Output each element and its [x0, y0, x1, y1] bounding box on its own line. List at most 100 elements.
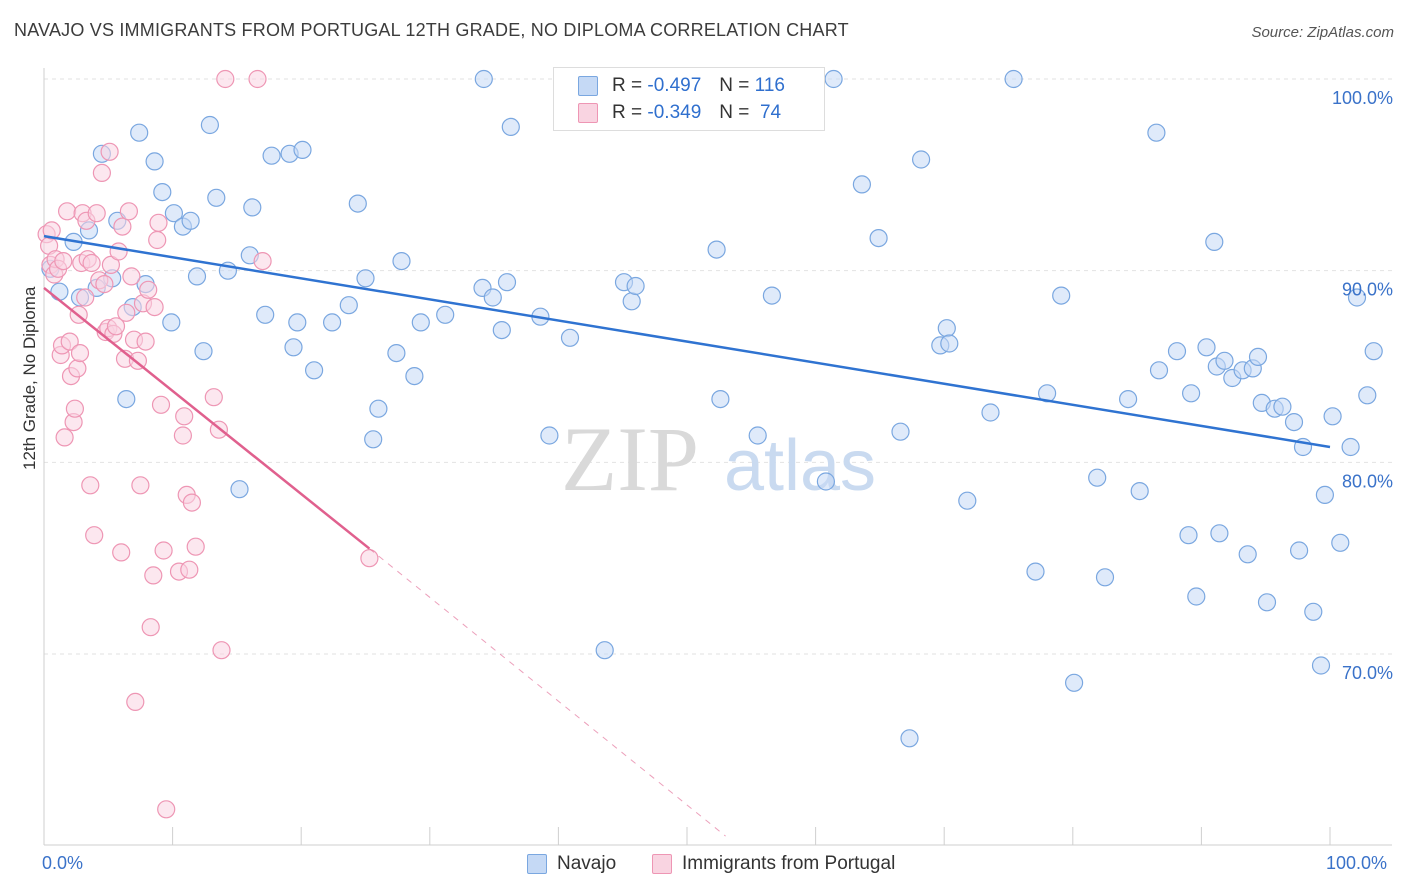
navajo-point	[501, 117, 520, 137]
bottom-legend-label-portugal: Immigrants from Portugal	[682, 853, 896, 874]
navajo-point	[339, 296, 358, 315]
navajo-point	[256, 305, 275, 324]
navajo-point	[369, 399, 388, 418]
portugal-point	[68, 359, 87, 378]
navajo-point	[230, 480, 249, 499]
legend-n-value-navajo: 116	[754, 75, 785, 96]
navajo-point	[387, 344, 406, 363]
portugal-point	[109, 242, 128, 261]
navajo-point	[284, 338, 303, 357]
axes	[43, 68, 1392, 846]
navajo-point	[1315, 485, 1335, 504]
portugal-point	[82, 253, 101, 273]
navajo-point	[323, 313, 342, 332]
portugal-point	[119, 202, 138, 221]
portugal-point	[54, 252, 73, 271]
navajo-point	[497, 273, 517, 292]
navajo-point	[356, 269, 375, 288]
navajo-point	[1331, 533, 1350, 552]
portugal-point	[175, 407, 194, 426]
portugal-point	[186, 537, 205, 556]
legend-swatch-portugal	[578, 103, 598, 123]
portugal-point	[151, 395, 171, 414]
navajo-point	[981, 403, 1000, 422]
navajo-point	[305, 361, 324, 380]
navajo-point	[937, 319, 956, 338]
navajo-point	[1311, 656, 1331, 675]
portugal-point	[180, 560, 199, 579]
navajo-point	[626, 276, 645, 296]
navajo-point	[492, 321, 511, 340]
navajo-point	[1341, 437, 1360, 457]
navajo-point	[50, 282, 69, 301]
navajo-point	[1149, 361, 1169, 380]
navajo-point	[1238, 545, 1257, 564]
portugal-point	[101, 255, 121, 274]
series-navajo-points	[41, 69, 1383, 748]
y-tick-label: 100.0%	[1332, 88, 1393, 108]
navajo-point	[364, 430, 383, 449]
navajo-point	[1088, 468, 1107, 487]
navajo-point	[891, 422, 910, 441]
portugal-point	[212, 641, 231, 660]
chart-title: NAVAJO VS IMMIGRANTS FROM PORTUGAL 12TH …	[14, 20, 849, 40]
y-tick-labels: 100.0% 90.0% 80.0% 70.0%	[1332, 88, 1393, 683]
navajo-point	[1004, 69, 1023, 89]
navajo-point	[1273, 397, 1292, 416]
portugal-point	[106, 317, 126, 336]
legend-r-value-navajo: -0.497	[647, 75, 702, 96]
portugal-point	[100, 142, 119, 161]
bottom-legend-portugal: Immigrants from Portugal	[652, 853, 895, 875]
navajo-point	[762, 286, 782, 305]
navajo-point	[869, 229, 888, 248]
x-tick-min: 0.0%	[42, 853, 84, 873]
portugal-point	[253, 252, 272, 271]
navajo-point	[1347, 288, 1367, 307]
navajo-point	[411, 313, 430, 332]
navajo-point	[1364, 342, 1383, 361]
navajo-point	[560, 328, 580, 347]
navajo-point	[187, 267, 207, 286]
bottom-legend-label-navajo: Navajo	[557, 853, 617, 874]
x-tick-max: 100.0%	[1326, 853, 1388, 873]
navajo-point	[1284, 413, 1304, 432]
portugal-point	[85, 526, 104, 545]
y-axis-label: 12th Grade, No Diploma	[20, 286, 39, 470]
bottom-legend-swatch-portugal	[652, 854, 672, 874]
navajo-point	[405, 367, 424, 386]
portugal-point	[126, 692, 145, 712]
portugal-point	[173, 426, 192, 445]
portugal-point	[182, 493, 201, 512]
portugal-trend-line	[43, 286, 371, 550]
watermark-zip: ZIP	[561, 408, 699, 510]
portugal-point	[57, 202, 77, 221]
navajo-point	[153, 183, 172, 202]
legend-r-label: R =	[612, 75, 643, 96]
navajo-point	[622, 292, 641, 311]
portugal-point	[145, 298, 164, 317]
y-tick-label: 90.0%	[1342, 280, 1393, 300]
navajo-point	[164, 204, 183, 223]
portugal-trend-extension	[369, 548, 726, 837]
portugal-point	[113, 217, 132, 236]
navajo-point	[1289, 541, 1309, 560]
navajo-point	[711, 390, 730, 409]
bottom-legend: Navajo Immigrants from Portugal	[0, 850, 1406, 880]
navajo-point	[1257, 593, 1277, 612]
navajo-point	[707, 240, 726, 259]
portugal-point	[148, 230, 167, 250]
navajo-point	[1304, 602, 1323, 621]
portugal-point	[131, 476, 150, 495]
navajo-point	[1118, 390, 1138, 409]
navajo-point	[852, 175, 872, 194]
navajo-point	[595, 641, 614, 660]
series-portugal-points	[37, 69, 379, 819]
navajo-point	[207, 188, 226, 207]
navajo-point	[1248, 347, 1268, 366]
portugal-point	[122, 267, 141, 286]
portugal-point	[60, 332, 79, 351]
portugal-point	[248, 69, 267, 89]
legend-n-label: N =	[719, 102, 750, 123]
portugal-point	[55, 428, 74, 447]
